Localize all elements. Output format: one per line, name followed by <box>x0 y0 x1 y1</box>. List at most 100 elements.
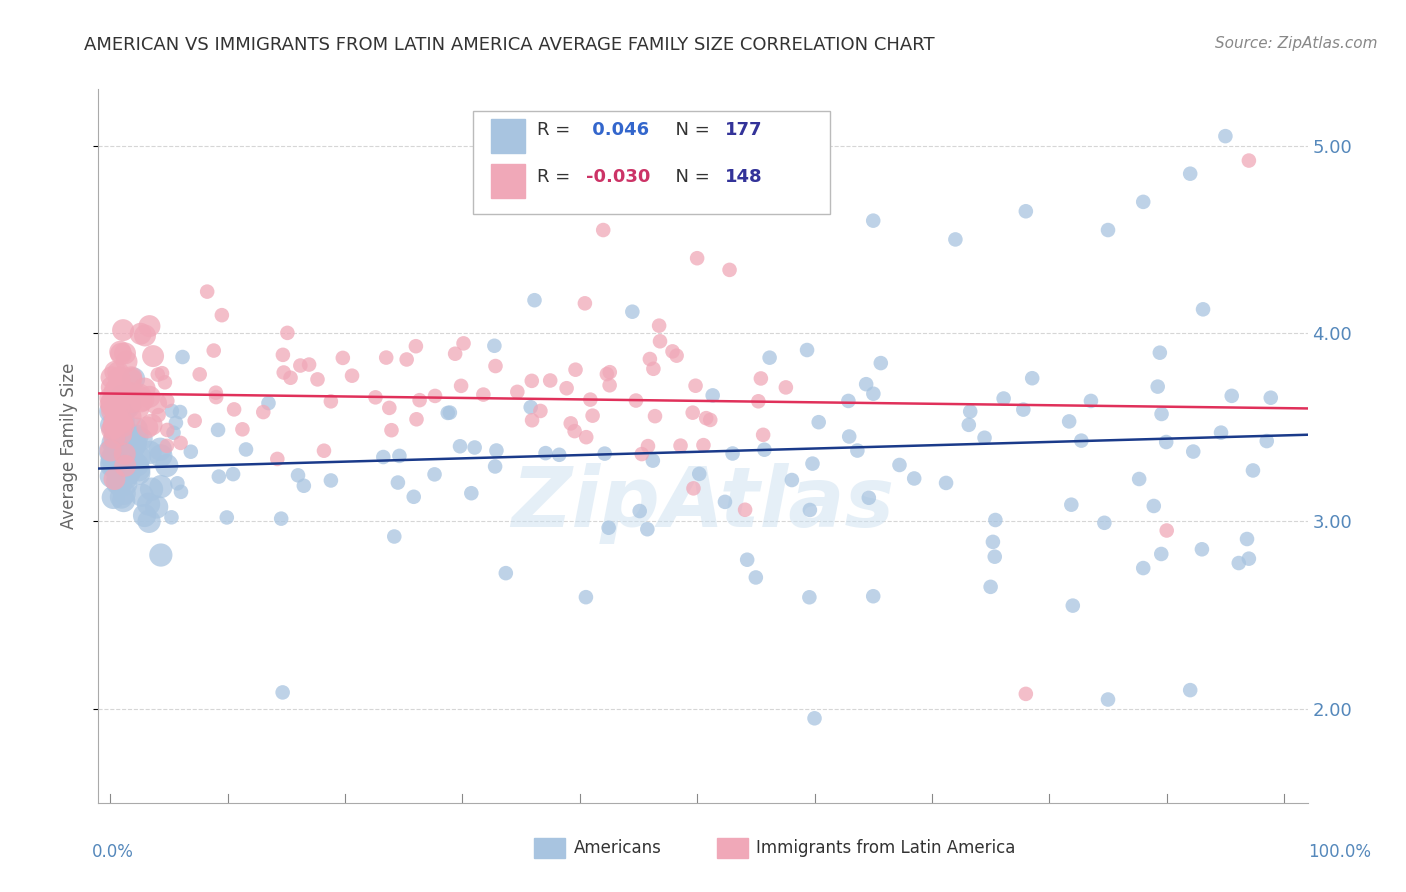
Point <box>127 388 149 402</box>
Point <box>555 381 578 395</box>
Point <box>114 447 136 461</box>
Point <box>1057 414 1080 428</box>
Point <box>107 458 129 472</box>
Point <box>1182 444 1205 458</box>
Point <box>484 339 506 353</box>
Point <box>110 426 132 441</box>
Point <box>107 390 129 404</box>
Point <box>103 431 125 445</box>
Point <box>128 387 150 401</box>
Point <box>534 446 557 460</box>
Point <box>1021 371 1043 385</box>
Point <box>665 349 688 363</box>
Point <box>118 397 141 411</box>
Point <box>340 368 363 383</box>
Point <box>307 372 329 386</box>
Point <box>101 401 124 415</box>
Point <box>101 435 124 450</box>
Point <box>100 404 122 418</box>
Point <box>107 401 129 416</box>
Point <box>378 401 401 415</box>
Point <box>110 490 132 504</box>
Point <box>195 285 218 299</box>
Point <box>564 424 586 438</box>
Text: R =: R = <box>537 121 576 139</box>
Point <box>112 323 135 337</box>
Point <box>104 365 127 379</box>
Point <box>1015 687 1038 701</box>
Point <box>112 493 135 508</box>
Point <box>149 442 172 457</box>
Point <box>460 486 482 500</box>
Point <box>380 423 402 437</box>
Point <box>112 419 135 434</box>
Point <box>114 477 136 491</box>
Point <box>114 398 136 412</box>
Point <box>661 344 683 359</box>
Point <box>575 590 598 604</box>
Point <box>298 358 321 372</box>
Point <box>107 476 129 491</box>
Point <box>648 334 671 349</box>
Point <box>105 434 128 449</box>
Text: -0.030: -0.030 <box>586 168 650 186</box>
Point <box>1146 379 1168 393</box>
Point <box>115 432 138 446</box>
Point <box>1012 402 1035 417</box>
Point <box>111 414 134 428</box>
Point <box>107 394 129 409</box>
Point <box>484 359 506 373</box>
Point <box>114 424 136 438</box>
Point <box>1209 425 1232 440</box>
Point <box>211 308 233 322</box>
Point <box>134 328 156 343</box>
Point <box>1143 499 1166 513</box>
Point <box>984 513 1007 527</box>
Point <box>108 438 131 452</box>
Point <box>129 326 152 341</box>
Point <box>101 450 124 465</box>
Point <box>117 388 139 402</box>
Point <box>104 430 127 444</box>
Point <box>981 534 1004 549</box>
Point <box>138 497 160 511</box>
Point <box>108 435 131 450</box>
Point <box>980 580 1002 594</box>
Point <box>695 411 717 425</box>
Point <box>319 474 342 488</box>
Point <box>548 448 571 462</box>
Text: 148: 148 <box>724 168 762 186</box>
Point <box>98 444 121 458</box>
Point <box>838 429 860 443</box>
Point <box>100 469 122 483</box>
Point <box>111 398 134 412</box>
Point <box>271 348 294 362</box>
Point <box>1260 391 1282 405</box>
Point <box>495 566 517 581</box>
FancyBboxPatch shape <box>474 111 830 214</box>
Point <box>148 408 170 422</box>
Point <box>120 386 142 401</box>
Point <box>112 413 135 427</box>
Point <box>644 409 666 424</box>
Point <box>172 350 194 364</box>
Bar <box>492 164 526 198</box>
Point <box>129 432 152 446</box>
Point <box>439 406 461 420</box>
Point <box>104 455 127 469</box>
Point <box>523 293 546 308</box>
Point <box>112 486 135 500</box>
Point <box>266 451 288 466</box>
Point <box>599 378 621 392</box>
Point <box>136 420 159 434</box>
Point <box>758 351 780 365</box>
Point <box>574 296 596 310</box>
Point <box>382 529 405 543</box>
Point <box>107 413 129 427</box>
Point <box>599 365 621 379</box>
Point <box>111 470 134 484</box>
Point <box>165 416 187 430</box>
Point <box>115 400 138 414</box>
Point <box>103 416 125 430</box>
Point <box>134 508 156 523</box>
